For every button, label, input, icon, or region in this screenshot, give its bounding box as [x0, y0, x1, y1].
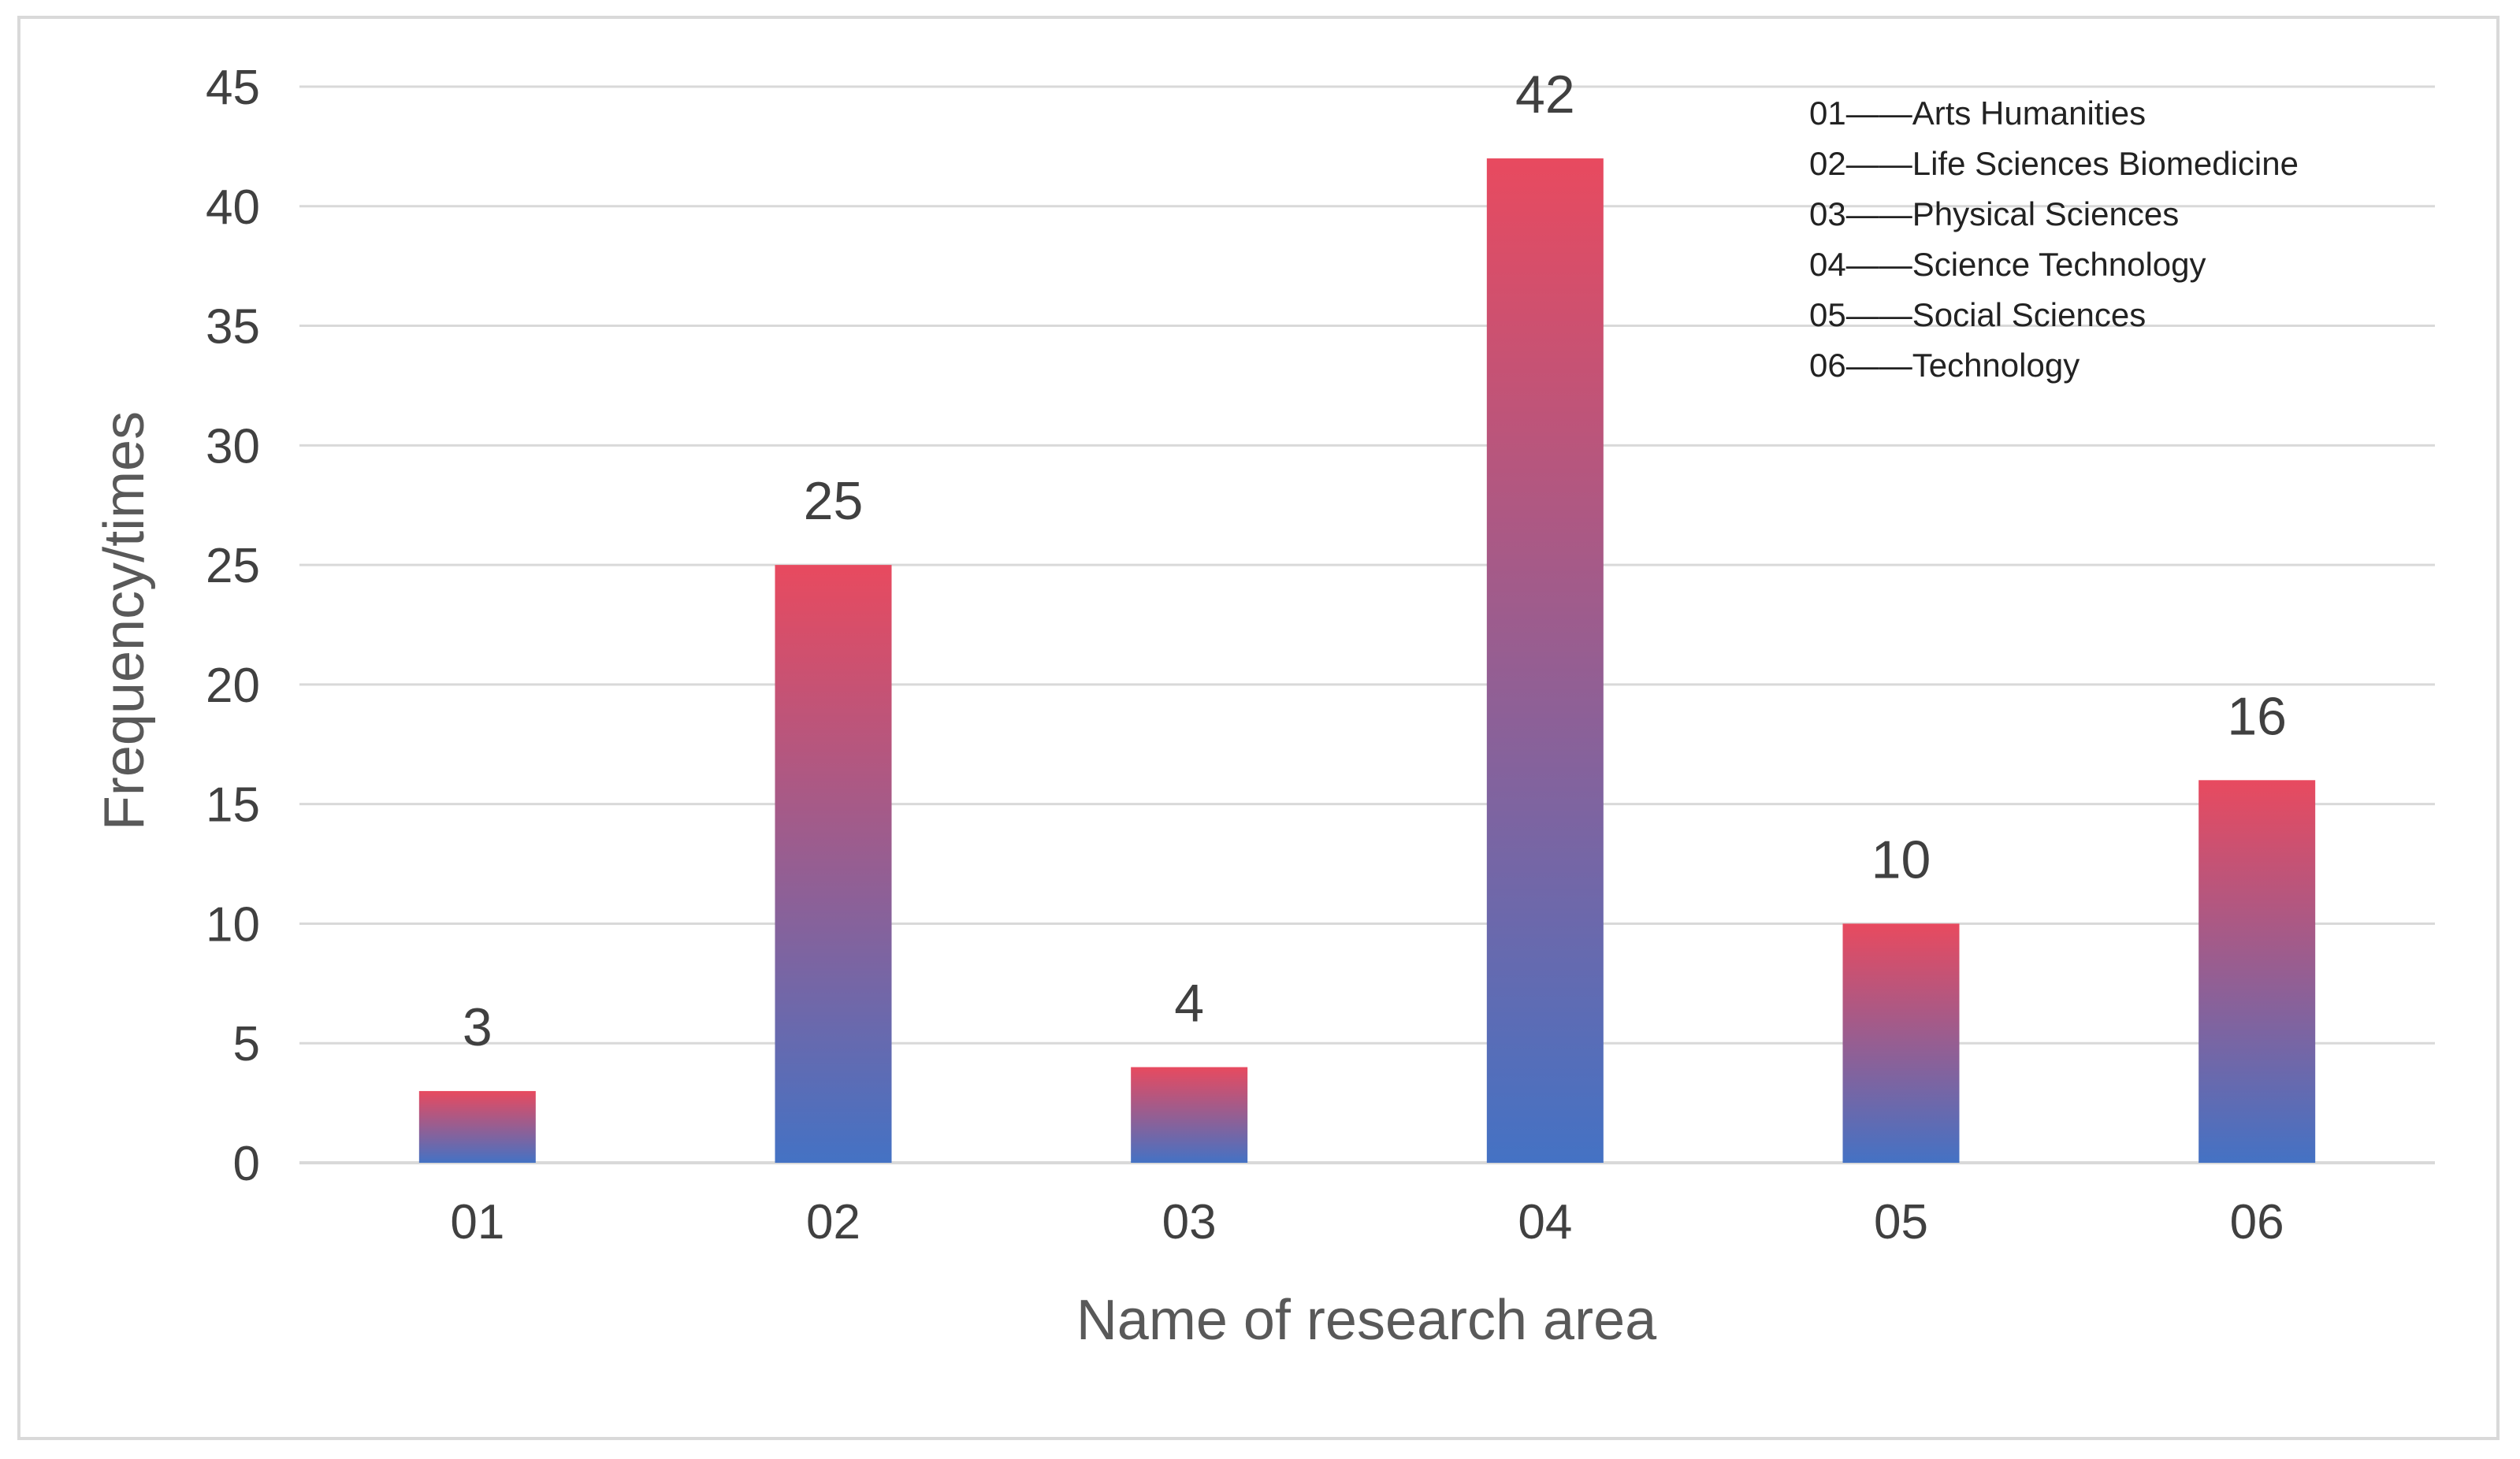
y-tick-label: 40	[206, 180, 260, 235]
y-axis-ticks: 0 5 10 15 20 25 30 35 40 45	[206, 61, 260, 1191]
x-tick-label: 04	[1518, 1195, 1572, 1249]
y-axis-title: Frequency/times	[93, 411, 156, 830]
x-tick-label: 06	[2230, 1195, 2284, 1249]
gridlines	[299, 85, 2435, 1164]
x-tick-label: 05	[1874, 1195, 1928, 1249]
y-tick-label: 15	[206, 778, 260, 833]
legend: 01——Arts Humanities 02——Life Sciences Bio…	[1809, 95, 2299, 384]
bar-04	[1486, 158, 1604, 1164]
bar-01	[418, 1090, 536, 1163]
legend-entry: 02——Life Sciences Biomedicine	[1809, 145, 2299, 182]
y-tick-label: 30	[206, 419, 260, 473]
x-tick-label: 02	[806, 1195, 860, 1249]
y-tick-label: 5	[233, 1017, 260, 1071]
x-axis-ticks: 01 02 03 04 05 06	[450, 1195, 2284, 1249]
data-label: 42	[1515, 65, 1575, 124]
data-label: 10	[1871, 830, 1931, 889]
bar-05	[1842, 923, 1960, 1163]
legend-entry: 05——Social Sciences	[1809, 296, 2146, 333]
y-tick-label: 0	[233, 1137, 260, 1191]
y-tick-label: 25	[206, 539, 260, 593]
x-tick-label: 03	[1162, 1195, 1217, 1249]
y-tick-label: 20	[206, 659, 260, 713]
legend-entry: 06——Technology	[1809, 347, 2080, 384]
bar-03	[1131, 1067, 1248, 1163]
y-tick-label: 10	[206, 897, 260, 952]
y-tick-label: 45	[206, 61, 260, 115]
legend-entry: 01——Arts Humanities	[1809, 95, 2146, 132]
y-tick-label: 35	[206, 300, 260, 355]
legend-entry: 03——Physical Sciences	[1809, 195, 2179, 232]
data-label: 4	[1174, 974, 1204, 1034]
bar-06	[2198, 780, 2316, 1163]
data-label: 25	[804, 471, 864, 531]
chart-frame	[17, 16, 2500, 1440]
x-axis-title: Name of research area	[1076, 1289, 1657, 1352]
data-label: 3	[463, 997, 492, 1057]
data-labels: 3 25 4 42 10 16	[463, 65, 2287, 1057]
legend-entry: 04——Science Technology	[1809, 246, 2206, 283]
bar-02	[775, 565, 892, 1163]
x-tick-label: 01	[450, 1195, 504, 1249]
data-label: 16	[2227, 686, 2287, 746]
bars	[418, 158, 2316, 1164]
